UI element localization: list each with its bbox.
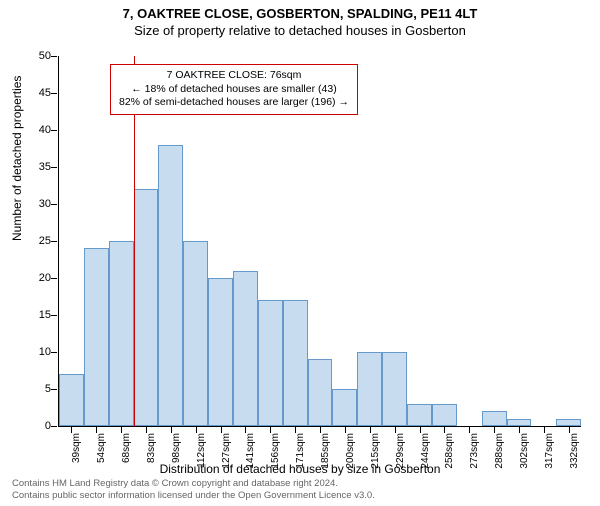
histogram-bar [183,241,208,426]
y-tick [51,130,57,131]
histogram-bar [258,300,283,426]
y-tick [51,204,57,205]
y-tick-label: 45 [27,87,51,99]
y-tick [51,352,57,353]
histogram-bar [283,300,308,426]
y-tick-label: 15 [27,309,51,321]
annotation-line2: ← 18% of detached houses are smaller (43… [119,83,349,97]
plot-wrapper: 0510152025303540455039sqm54sqm68sqm83sqm… [58,56,580,426]
footer-line2: Contains public sector information licen… [12,490,375,502]
histogram-bar [158,145,183,426]
y-tick-label: 35 [27,161,51,173]
annotation-line1: 7 OAKTREE CLOSE: 76sqm [119,69,349,83]
y-tick-label: 5 [27,383,51,395]
histogram-bar [432,404,457,426]
footer-line1: Contains HM Land Registry data © Crown c… [12,478,375,490]
histogram-bar [556,419,581,426]
histogram-bar [357,352,382,426]
y-tick [51,93,57,94]
histogram-bar [507,419,532,426]
y-tick [51,167,57,168]
histogram-bar [208,278,233,426]
y-tick-label: 10 [27,346,51,358]
y-tick [51,241,57,242]
chart-title-sub: Size of property relative to detached ho… [0,23,600,38]
y-tick [51,389,57,390]
histogram-bar [482,411,507,426]
x-axis-label: Distribution of detached houses by size … [0,462,600,476]
footer-attribution: Contains HM Land Registry data © Crown c… [12,478,375,502]
histogram-bar [109,241,134,426]
y-tick [51,56,57,57]
y-axis-label: Number of detached properties [10,76,24,241]
histogram-bar [84,248,109,426]
histogram-bar [382,352,407,426]
histogram-bar [134,189,159,426]
y-tick-label: 50 [27,50,51,62]
annotation-box: 7 OAKTREE CLOSE: 76sqm ← 18% of detached… [110,64,358,115]
y-tick-label: 25 [27,235,51,247]
annotation-line3: 82% of semi-detached houses are larger (… [119,96,349,110]
histogram-bar [233,271,258,426]
histogram-bar [332,389,357,426]
y-tick-label: 40 [27,124,51,136]
histogram-bar [308,359,333,426]
y-tick-label: 20 [27,272,51,284]
histogram-bar [59,374,84,426]
y-tick [51,426,57,427]
y-tick [51,315,57,316]
y-tick-label: 0 [27,420,51,432]
histogram-bar [407,404,432,426]
y-tick [51,278,57,279]
y-tick-label: 30 [27,198,51,210]
chart-title-main: 7, OAKTREE CLOSE, GOSBERTON, SPALDING, P… [0,6,600,21]
